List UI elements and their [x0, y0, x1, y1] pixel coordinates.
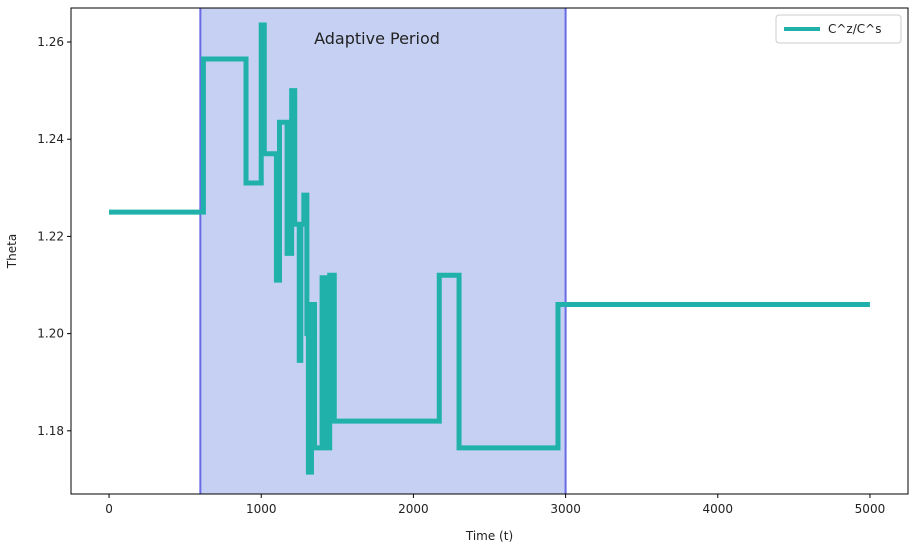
x-tick-label: 4000 [702, 502, 733, 516]
legend-box [775, 14, 902, 44]
x-tick-label: 0 [105, 502, 113, 516]
y-tick-label: 1.24 [37, 132, 64, 146]
y-axis-label: Theta [5, 234, 19, 269]
legend-label: C^z/C^s [828, 22, 881, 36]
x-tick-label: 3000 [550, 502, 581, 516]
x-axis: 0 1000 2000 3000 4000 5000 [105, 494, 885, 516]
y-tick-label: 1.18 [37, 424, 64, 438]
x-axis-label: Time (t) [465, 529, 513, 543]
y-tick-label: 1.26 [37, 35, 64, 49]
x-tick-label: 5000 [855, 502, 886, 516]
plot-frame [70, 7, 909, 495]
y-axis: 1.18 1.20 1.22 1.24 1.26 [37, 35, 71, 438]
series-layer [109, 22, 870, 475]
x-tick-label: 2000 [398, 502, 429, 516]
adaptive-period-label: Adaptive Period [314, 29, 440, 48]
x-tick-label: 1000 [246, 502, 277, 516]
y-tick-label: 1.20 [37, 327, 64, 341]
series-line-0 [109, 22, 870, 475]
y-tick-label: 1.22 [37, 229, 64, 243]
legend: C^z/C^s [775, 14, 902, 44]
